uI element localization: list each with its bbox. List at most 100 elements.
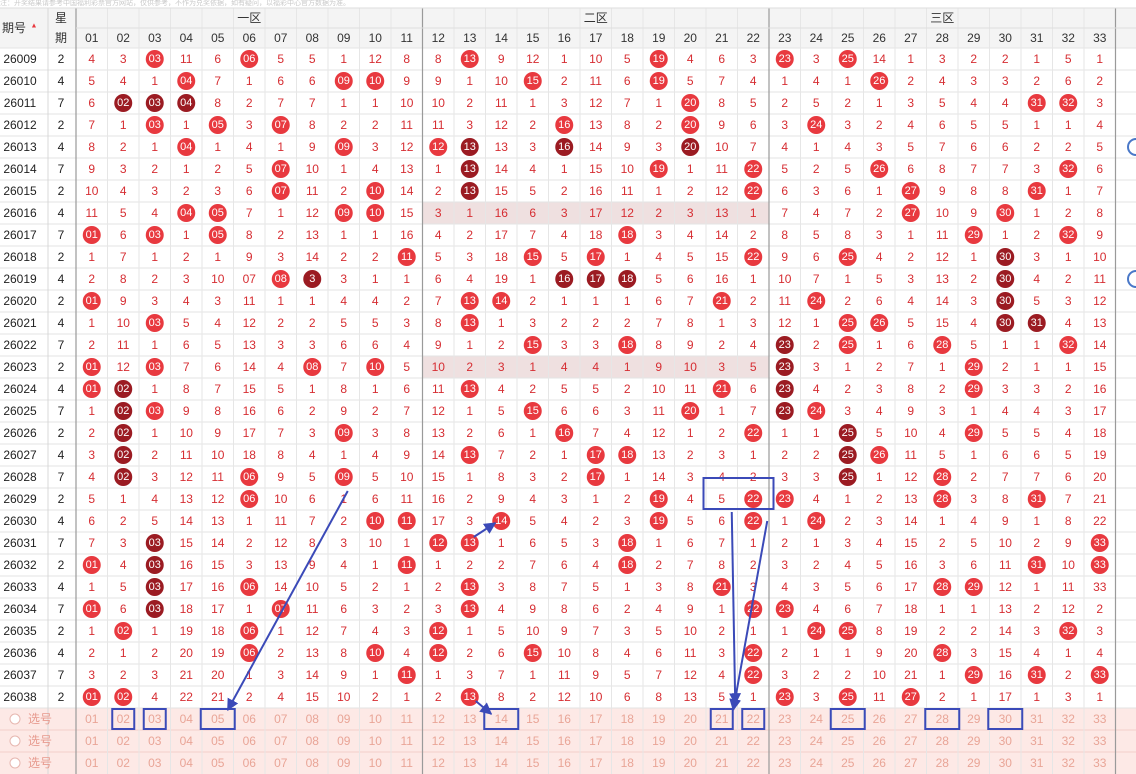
pick-radio-icon[interactable] (9, 713, 21, 725)
pick-label[interactable]: 选号 (28, 756, 52, 770)
issue-cell[interactable]: 26018 (3, 250, 37, 264)
issue-cell[interactable]: 26025 (3, 404, 37, 418)
pick-number-01[interactable]: 01 (85, 756, 99, 770)
pick-number-24[interactable]: 24 (810, 756, 824, 770)
pick-number-28[interactable]: 28 (936, 734, 950, 748)
pick-number-17[interactable]: 17 (589, 734, 603, 748)
issue-cell[interactable]: 26019 (3, 272, 37, 286)
pick-number-08[interactable]: 08 (306, 712, 320, 726)
pick-number-29[interactable]: 29 (967, 734, 981, 748)
pick-number-28[interactable]: 28 (936, 712, 950, 726)
pick-number-27[interactable]: 27 (904, 756, 918, 770)
pick-number-21[interactable]: 21 (715, 756, 729, 770)
pick-number-22[interactable]: 22 (747, 712, 761, 726)
pick-number-13[interactable]: 13 (463, 734, 477, 748)
pick-number-07[interactable]: 07 (274, 712, 288, 726)
issue-cell[interactable]: 26012 (3, 118, 37, 132)
pick-number-07[interactable]: 07 (274, 756, 288, 770)
pick-number-26[interactable]: 26 (873, 756, 887, 770)
issue-cell[interactable]: 26026 (3, 426, 37, 440)
issue-cell[interactable]: 26017 (3, 228, 37, 242)
pick-number-04[interactable]: 04 (180, 734, 194, 748)
pick-number-12[interactable]: 12 (432, 734, 446, 748)
pick-number-14[interactable]: 14 (495, 712, 509, 726)
pick-number-24[interactable]: 24 (810, 712, 824, 726)
pick-number-01[interactable]: 01 (85, 734, 99, 748)
pick-number-12[interactable]: 12 (432, 712, 446, 726)
pick-number-06[interactable]: 06 (243, 756, 257, 770)
issue-cell[interactable]: 26024 (3, 382, 37, 396)
pick-number-26[interactable]: 26 (873, 734, 887, 748)
issue-cell[interactable]: 26023 (3, 360, 37, 374)
pick-number-19[interactable]: 19 (652, 712, 666, 726)
issue-header[interactable]: 期号 (2, 21, 26, 35)
issue-cell[interactable]: 26016 (3, 206, 37, 220)
pick-number-04[interactable]: 04 (180, 712, 194, 726)
pick-number-18[interactable]: 18 (621, 734, 635, 748)
pick-number-05[interactable]: 05 (211, 734, 225, 748)
pick-radio-icon[interactable] (9, 735, 21, 747)
issue-cell[interactable]: 26030 (3, 514, 37, 528)
pick-number-03[interactable]: 03 (148, 712, 162, 726)
pick-number-33[interactable]: 33 (1093, 712, 1107, 726)
pick-number-32[interactable]: 32 (1062, 734, 1076, 748)
pick-number-20[interactable]: 20 (684, 734, 698, 748)
pick-number-04[interactable]: 04 (180, 756, 194, 770)
pick-number-33[interactable]: 33 (1093, 734, 1107, 748)
pick-number-17[interactable]: 17 (589, 712, 603, 726)
pick-number-22[interactable]: 22 (747, 734, 761, 748)
pick-number-26[interactable]: 26 (873, 712, 887, 726)
pick-number-20[interactable]: 20 (684, 712, 698, 726)
sort-arrow-icon[interactable]: ▲ (31, 23, 38, 30)
pick-number-32[interactable]: 32 (1062, 756, 1076, 770)
pick-number-17[interactable]: 17 (589, 756, 603, 770)
pick-number-27[interactable]: 27 (904, 712, 918, 726)
pick-number-27[interactable]: 27 (904, 734, 918, 748)
pick-number-02[interactable]: 02 (117, 756, 131, 770)
pick-number-09[interactable]: 09 (337, 712, 351, 726)
issue-cell[interactable]: 26014 (3, 162, 37, 176)
pick-number-23[interactable]: 23 (778, 756, 792, 770)
pick-number-16[interactable]: 16 (558, 712, 572, 726)
pick-label[interactable]: 选号 (28, 734, 52, 748)
pick-number-22[interactable]: 22 (747, 756, 761, 770)
pick-number-11[interactable]: 11 (401, 734, 414, 748)
issue-cell[interactable]: 26032 (3, 558, 37, 572)
issue-cell[interactable]: 26034 (3, 602, 37, 616)
pick-number-21[interactable]: 21 (715, 712, 729, 726)
pick-number-18[interactable]: 18 (621, 756, 635, 770)
pick-number-19[interactable]: 19 (652, 756, 666, 770)
issue-cell[interactable]: 26037 (3, 668, 37, 682)
pick-number-30[interactable]: 30 (999, 734, 1013, 748)
issue-cell[interactable]: 26031 (3, 536, 37, 550)
pick-number-18[interactable]: 18 (621, 712, 635, 726)
issue-cell[interactable]: 26010 (3, 74, 37, 88)
pick-number-02[interactable]: 02 (117, 734, 131, 748)
issue-cell[interactable]: 26015 (3, 184, 37, 198)
pick-number-20[interactable]: 20 (684, 756, 698, 770)
issue-cell[interactable]: 26033 (3, 580, 37, 594)
pick-number-08[interactable]: 08 (306, 734, 320, 748)
pick-number-23[interactable]: 23 (778, 712, 792, 726)
pick-number-13[interactable]: 13 (463, 712, 477, 726)
issue-cell[interactable]: 26009 (3, 52, 37, 66)
pick-number-15[interactable]: 15 (526, 734, 540, 748)
issue-cell[interactable]: 26028 (3, 470, 37, 484)
pick-number-31[interactable]: 31 (1030, 712, 1044, 726)
pick-radio-icon[interactable] (9, 757, 21, 769)
pick-number-05[interactable]: 05 (211, 712, 225, 726)
pick-number-25[interactable]: 25 (841, 712, 855, 726)
pick-number-03[interactable]: 03 (148, 756, 162, 770)
pick-number-10[interactable]: 10 (369, 756, 383, 770)
pick-number-06[interactable]: 06 (243, 712, 257, 726)
issue-cell[interactable]: 26011 (4, 96, 37, 110)
pick-number-24[interactable]: 24 (810, 734, 824, 748)
pick-number-02[interactable]: 02 (117, 712, 131, 726)
pick-number-28[interactable]: 28 (936, 756, 950, 770)
pick-number-29[interactable]: 29 (967, 756, 981, 770)
pick-number-32[interactable]: 32 (1062, 712, 1076, 726)
pick-number-07[interactable]: 07 (274, 734, 288, 748)
pick-number-25[interactable]: 25 (841, 734, 855, 748)
pick-number-08[interactable]: 08 (306, 756, 320, 770)
pick-number-21[interactable]: 21 (715, 734, 729, 748)
